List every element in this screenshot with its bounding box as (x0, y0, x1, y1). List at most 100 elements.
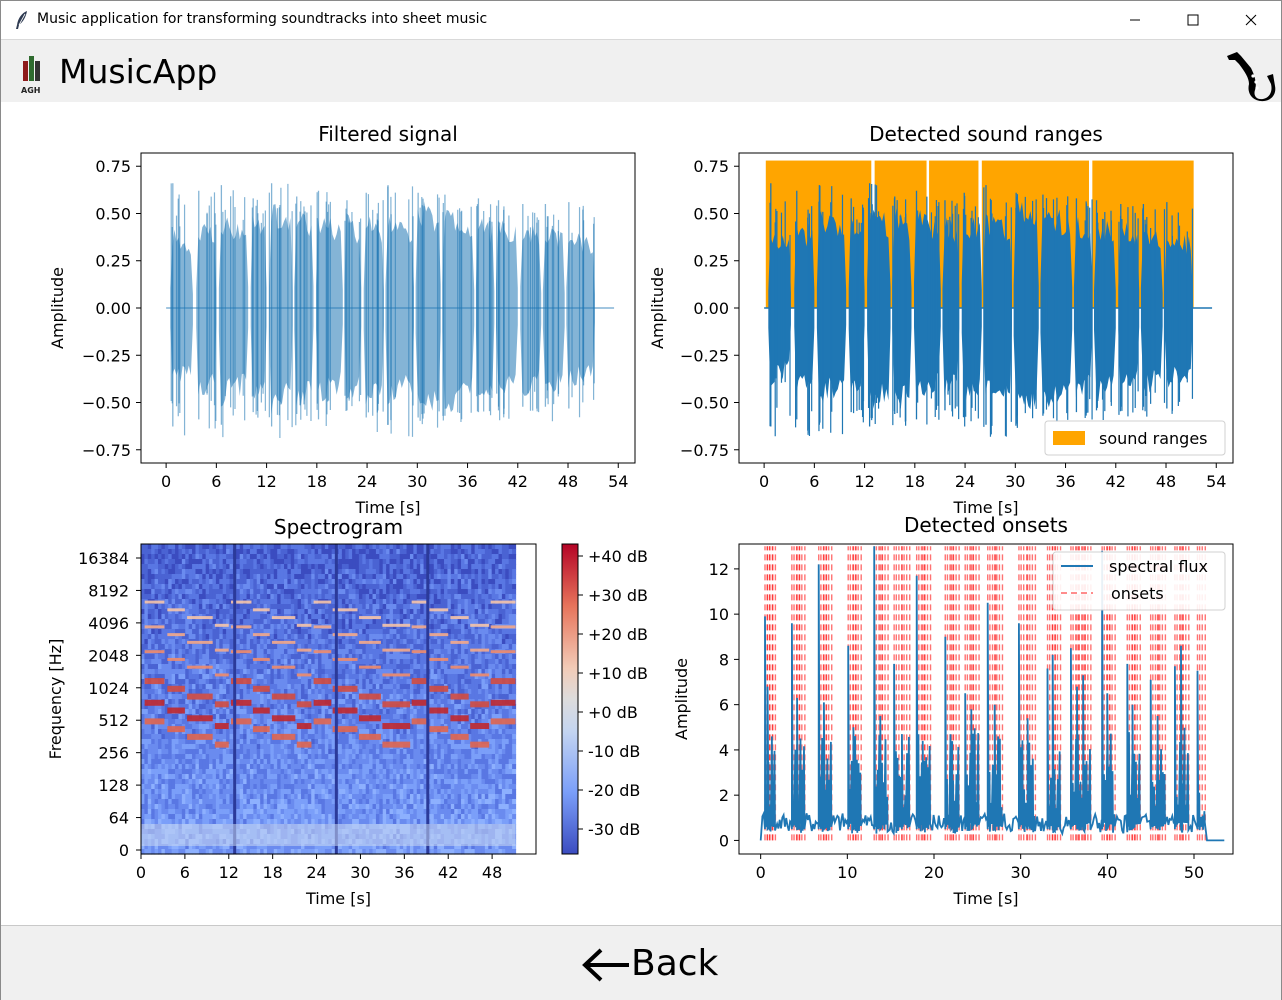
spectrogram-cell (151, 689, 156, 695)
spectrogram-cell (209, 739, 214, 745)
spectrogram-cell (307, 584, 312, 590)
spectrogram-cell (311, 689, 316, 695)
spectrogram-cell (372, 784, 377, 790)
spectrogram-cell (277, 789, 282, 795)
spectrogram-cell (175, 844, 180, 850)
spectrogram-cell (202, 569, 207, 575)
spectrogram-cell (171, 704, 176, 710)
spectrogram-cell (372, 654, 377, 660)
spectrogram-cell (307, 759, 312, 765)
spectrogram-cell (219, 634, 224, 640)
spectrogram-cell (318, 794, 323, 800)
spectrogram-cell (249, 684, 254, 690)
spectrogram-cell (283, 624, 289, 630)
spectrogram-cell (297, 689, 302, 695)
spectrogram-cell (365, 754, 370, 760)
spectrogram-cell (202, 819, 207, 825)
spectrogram-cell (324, 704, 329, 710)
spectrogram-cell (260, 744, 265, 750)
spectrogram-cell (222, 689, 227, 695)
spectrogram-cell (239, 689, 244, 695)
spectrogram-cell (311, 629, 316, 635)
spectrogram-cell (151, 564, 156, 570)
spectrogram-cell (249, 739, 254, 745)
spectrogram-cell (321, 734, 326, 740)
spectrogram-cell (246, 674, 251, 680)
spectrogram-cell (318, 589, 323, 595)
spectrogram-cell (263, 544, 268, 550)
spectrogram-cell (307, 714, 312, 720)
spectrogram-cell (338, 849, 343, 855)
spectrogram-cell (345, 734, 350, 740)
spectrogram-cell (379, 579, 384, 585)
spectrogram-cell (212, 784, 217, 790)
spectrogram-cell (219, 804, 224, 810)
spectrogram-cell (270, 609, 275, 615)
spectrogram-cell (314, 559, 319, 565)
spectrogram-cell (181, 754, 186, 760)
maximize-button[interactable] (1164, 1, 1222, 39)
spectrogram-cell (287, 569, 292, 575)
minimize-button[interactable] (1106, 1, 1164, 39)
spectrogram-cell (205, 584, 210, 590)
spectrogram-cell (372, 569, 377, 575)
spectrogram-cell (297, 694, 302, 700)
spectrogram-cell (345, 774, 350, 780)
spectrogram-cell (212, 749, 217, 755)
spectrogram-cell (328, 764, 333, 770)
spectrogram-cell (256, 654, 261, 660)
spectrogram-cell (294, 694, 299, 700)
spectrogram-cell (151, 739, 156, 745)
y-axis-label: Amplitude (648, 267, 667, 349)
spectrogram-cell (147, 734, 152, 740)
spectrogram-cell (229, 549, 234, 555)
spectrogram-cell (348, 559, 353, 565)
spectrogram-cell (158, 609, 163, 615)
spectrogram-cell (219, 794, 224, 800)
spectrogram-cell (331, 599, 336, 605)
spectrogram-cell (164, 764, 169, 770)
spectrogram-cell (181, 844, 186, 850)
spectrogram-cell (266, 619, 271, 625)
spectrogram-cell (301, 569, 306, 575)
spectrogram-cell (389, 549, 394, 555)
spectrogram-cell (382, 679, 387, 685)
spectrogram-cell (239, 709, 244, 715)
spectrogram-cell (181, 624, 186, 630)
spectrogram-cell (277, 699, 282, 705)
spectrogram-cell (345, 694, 350, 700)
spectrogram-cell (273, 704, 278, 710)
spectrogram-cell (362, 764, 367, 770)
spectrogram-cell (362, 689, 367, 695)
spectrogram-cell (161, 709, 166, 715)
spectrogram-cell (154, 634, 159, 640)
spectrogram-cell (290, 789, 295, 795)
spectrogram-cell (283, 599, 289, 605)
spectrogram-cell (328, 684, 333, 690)
spectrogram-cell (144, 664, 149, 670)
spectrogram-cell (314, 654, 319, 660)
spectrogram-cell (222, 719, 227, 725)
spectrogram-cell (151, 814, 156, 820)
spectrogram-cell (369, 609, 374, 615)
spectrogram-cell (161, 764, 166, 770)
spectrogram-cell (311, 814, 316, 820)
spectrogram-cell (375, 579, 380, 585)
spectrogram-cell (222, 594, 227, 600)
spectrogram-cell (362, 719, 367, 725)
spectrogram-cell (372, 744, 377, 750)
spectrogram-cell (168, 544, 173, 550)
spectrogram-cell (212, 609, 217, 615)
spectrogram-cell (375, 804, 380, 810)
spectrogram-cell (168, 799, 173, 805)
spectrogram-cell (290, 704, 295, 710)
spectrogram-cell (178, 679, 183, 685)
spectrogram-cell (253, 559, 258, 565)
spectrogram-cell (324, 844, 329, 850)
spectrogram-cell (352, 789, 357, 795)
close-button[interactable] (1222, 1, 1280, 39)
spectrogram-cell (181, 644, 186, 650)
spectrogram-cell (321, 609, 326, 615)
spectrogram-cell (263, 654, 268, 660)
spectrogram-cell (229, 629, 234, 635)
